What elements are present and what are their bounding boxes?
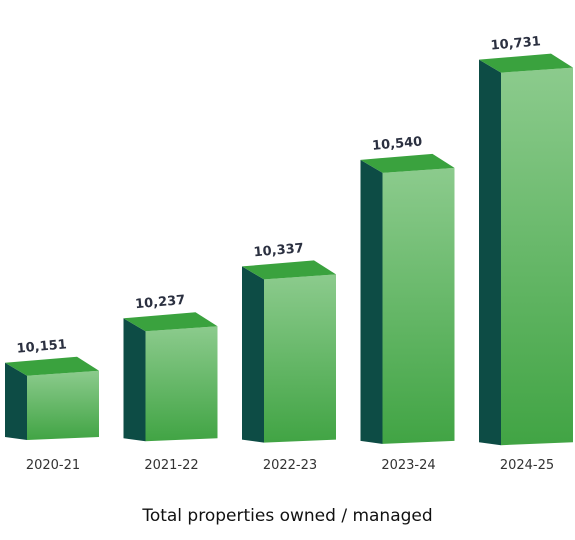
bar-value-label: 10,151 xyxy=(16,337,67,356)
x-tick-label: 2024-25 xyxy=(500,458,554,473)
bar-top-face xyxy=(479,53,573,73)
bar-2024-25 xyxy=(479,53,573,446)
bar-2022-23 xyxy=(242,260,336,443)
bar-front-face xyxy=(27,370,99,440)
x-tick-label: 2022-23 xyxy=(263,458,317,473)
x-tick-label: 2023-24 xyxy=(381,458,435,473)
bar-value-label: 10,540 xyxy=(372,135,423,154)
bar-front-face xyxy=(145,326,218,442)
bar-value-label: 10,337 xyxy=(253,241,304,260)
bar-2023-24 xyxy=(360,153,455,444)
x-tick-label: 2020-21 xyxy=(26,458,80,473)
bar-top-face xyxy=(5,356,99,376)
bar-front-face xyxy=(382,167,455,444)
bar-side-face xyxy=(242,266,264,443)
bar-top-face xyxy=(242,260,336,280)
bar-side-face xyxy=(360,159,383,444)
bar-side-face xyxy=(479,59,501,446)
bar-top-face xyxy=(123,312,218,332)
bar-chart: 10,151 2020-21 10,237 2021-22 10,337 2022-23 1… xyxy=(5,34,573,473)
bar-value-label: 10,237 xyxy=(135,293,186,312)
x-tick-label: 2021-22 xyxy=(144,458,198,473)
chart-title: Total properties owned / managed xyxy=(142,506,433,526)
bar-front-face xyxy=(264,274,336,443)
bar-2021-22 xyxy=(123,312,218,442)
bar-value-label: 10,731 xyxy=(490,34,541,53)
bar-side-face xyxy=(5,362,27,440)
bar-top-face xyxy=(360,153,455,173)
bar-side-face xyxy=(123,318,146,442)
bar-front-face xyxy=(501,67,573,446)
bar-2020-21 xyxy=(5,356,99,440)
